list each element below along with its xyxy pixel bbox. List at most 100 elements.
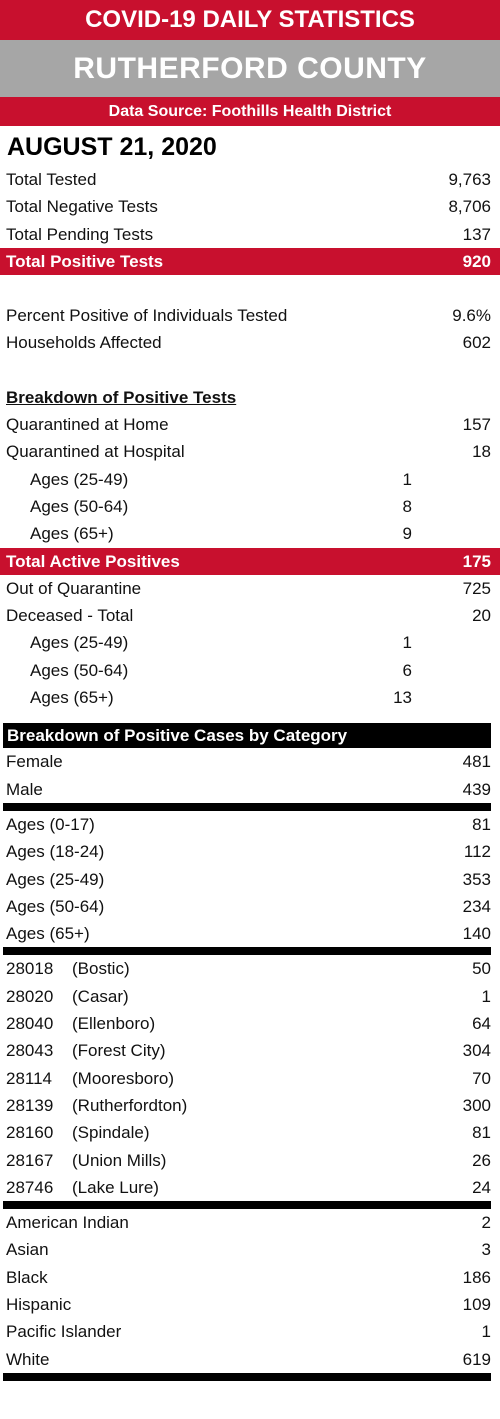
quarantined-hospital-row: Quarantined at Hospital 18 [0,438,500,465]
stat-value: 1 [402,469,412,489]
stat-value: 81 [472,1123,491,1143]
stat-row: Total Negative Tests 8,706 [0,193,500,220]
race-row: White 619 [0,1346,500,1373]
stat-value: 140 [462,924,491,944]
stat-value: 109 [462,1294,491,1314]
zip-row: 28114 (Mooresboro) 70 [0,1065,500,1092]
gender-row: Male 439 [0,776,500,803]
zip-town: (Lake Lure) [72,1177,159,1197]
stat-value: 9.6% [452,306,491,326]
zip-town: (Casar) [72,986,129,1006]
zip-row: 28746 (Lake Lure) 24 [0,1174,500,1201]
race-row: Black 186 [0,1264,500,1291]
stat-value: 81 [472,814,491,834]
age-row: Ages (25-49) 353 [0,866,500,893]
stat-label: Ages (65+) [30,688,114,708]
stat-value: 481 [462,752,491,772]
zip-row: 28040 (Ellenboro) 64 [0,1010,500,1037]
stat-value: 50 [472,959,491,979]
zip-row: 28160 (Spindale) 81 [0,1119,500,1146]
stat-label: Out of Quarantine [6,578,142,598]
stat-value: 112 [463,842,491,862]
stat-label: Quarantined at Home [6,415,169,435]
stat-label: Households Affected [6,333,162,353]
age-row: Ages (50-64) 234 [0,893,500,920]
stat-label: Ages (50-64) [30,660,129,680]
stat-label: Quarantined at Hospital [6,442,185,462]
stat-value: 300 [462,1095,491,1115]
stat-value: 26 [472,1150,491,1170]
zip-town: (Ellenboro) [72,1014,156,1034]
zip-code: 28167 [6,1150,54,1170]
total-positive-row: Total Positive Tests 920 [0,247,500,276]
stat-label: Ages (50-64) [6,896,105,916]
zip-code: 28018 [6,959,54,979]
stat-label: Ages (25-49) [6,869,105,889]
stat-value: 6 [402,660,412,680]
stat-value: 1 [481,986,491,1006]
stat-label: Ages (50-64) [30,496,129,516]
stat-value: 137 [462,224,491,244]
stat-label: Ages (65+) [6,924,90,944]
households-row: Households Affected 602 [0,329,500,356]
stat-value: 602 [462,333,491,353]
stat-label: Asian [6,1240,49,1260]
stat-value: 18 [472,442,491,462]
percent-positive-row: Percent Positive of Individuals Tested 9.… [0,302,500,329]
stat-value: 3 [481,1240,491,1260]
stat-label: American Indian [6,1213,129,1233]
zip-town: (Forest City) [72,1041,166,1061]
section-divider [3,947,491,956]
zip-town: (Union Mills) [72,1150,167,1170]
out-of-quarantine-row: Out of Quarantine 725 [0,575,500,602]
quarantined-home-row: Quarantined at Home 157 [0,411,500,438]
data-source: Data Source: Foothills Health District [0,97,500,126]
stat-label: Black [6,1267,48,1287]
active-positives-row: Total Active Positives 175 [0,547,500,575]
age-row: Ages (65+) 140 [0,920,500,947]
deceased-age-row: Ages (50-64) 6 [0,657,500,684]
stat-row: Total Pending Tests 137 [0,221,500,248]
breakdown-heading-text: Breakdown of Positive Tests [6,387,237,407]
stat-label: Ages (25-49) [30,633,129,653]
stat-value: 9 [402,524,412,544]
stat-value: 70 [472,1068,491,1088]
stat-value: 1 [402,633,412,653]
section-divider [3,1201,491,1210]
gender-row: Female 481 [0,748,500,775]
age-row: Ages (18-24) 112 [0,838,500,865]
spacer [0,357,500,384]
stat-value: 725 [462,578,491,598]
stat-label: Ages (25-49) [30,469,129,489]
zip-town: (Spindale) [72,1123,150,1143]
zip-code: 28160 [6,1123,54,1143]
zip-town: (Bostic) [72,959,130,979]
hospital-age-row: Ages (25-49) 1 [0,466,500,493]
stat-label: Total Positive Tests [6,251,164,271]
stat-value: 9,763 [448,170,491,189]
category-heading: Breakdown of Positive Cases by Category [3,723,491,749]
stat-label: Pacific Islander [6,1322,122,1342]
zip-code: 28020 [6,986,54,1006]
stat-value: 8 [402,496,412,516]
stat-label: Total Negative Tests [6,197,158,217]
report-date: AUGUST 21, 2020 [7,133,217,161]
stat-value: 20 [472,606,491,626]
stat-value: 13 [393,688,412,708]
stat-value: 2 [481,1213,491,1233]
stat-value: 24 [472,1177,491,1197]
stat-label: Percent Positive of Individuals Tested [6,306,288,326]
stat-value: 920 [462,251,491,271]
zip-code: 28040 [6,1014,54,1034]
report-title: COVID-19 DAILY STATISTICS [0,0,500,40]
stat-value: 619 [462,1349,491,1369]
deceased-age-row: Ages (25-49) 1 [0,629,500,656]
stat-value: 1 [481,1322,491,1342]
spacer [0,275,500,302]
stat-label: Male [6,779,43,799]
zip-town: (Mooresboro) [72,1068,175,1088]
section-divider [3,1372,491,1381]
zip-code: 28139 [6,1095,54,1115]
stat-label: Deceased - Total [6,606,134,626]
